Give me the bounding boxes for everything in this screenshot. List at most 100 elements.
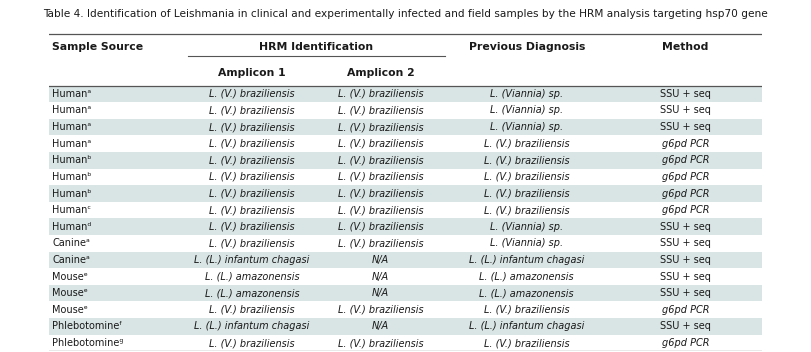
Text: Sample Source: Sample Source	[53, 42, 144, 52]
Text: Humanᵇ: Humanᵇ	[53, 155, 92, 165]
Text: L. (V.) braziliensis: L. (V.) braziliensis	[484, 172, 569, 182]
Bar	[49, 285, 762, 301]
Text: L. (V.) braziliensis: L. (V.) braziliensis	[209, 122, 295, 132]
Bar	[49, 301, 762, 318]
Text: L. (V.) braziliensis: L. (V.) braziliensis	[337, 155, 423, 165]
Text: Mouseᵉ: Mouseᵉ	[53, 305, 88, 315]
Text: g6pd PCR: g6pd PCR	[662, 139, 710, 149]
Bar	[49, 119, 762, 136]
Text: L. (V.) braziliensis: L. (V.) braziliensis	[337, 222, 423, 232]
Text: L. (V.) braziliensis: L. (V.) braziliensis	[209, 172, 295, 182]
Text: L. (V.) braziliensis: L. (V.) braziliensis	[484, 338, 569, 348]
Text: L. (V.) braziliensis: L. (V.) braziliensis	[209, 89, 295, 99]
Text: L. (L.) amazonensis: L. (L.) amazonensis	[479, 288, 574, 298]
Text: Humanᵈ: Humanᵈ	[53, 222, 92, 232]
Bar	[49, 268, 762, 285]
Text: L. (Viannia) sp.: L. (Viannia) sp.	[490, 106, 564, 115]
Text: L. (Viannia) sp.: L. (Viannia) sp.	[490, 122, 564, 132]
Bar	[49, 252, 762, 268]
Text: g6pd PCR: g6pd PCR	[662, 172, 710, 182]
Text: Mouseᵉ: Mouseᵉ	[53, 288, 88, 298]
Text: L. (V.) braziliensis: L. (V.) braziliensis	[337, 139, 423, 149]
Text: N/A: N/A	[372, 271, 389, 282]
Text: SSU + seq: SSU + seq	[660, 288, 711, 298]
Text: L. (L.) infantum chagasi: L. (L.) infantum chagasi	[195, 255, 310, 265]
Text: Humanᶜ: Humanᶜ	[53, 205, 92, 215]
Text: HRM Identification: HRM Identification	[260, 42, 373, 52]
Text: L. (V.) braziliensis: L. (V.) braziliensis	[337, 238, 423, 249]
Text: SSU + seq: SSU + seq	[660, 255, 711, 265]
Text: L. (V.) braziliensis: L. (V.) braziliensis	[209, 139, 295, 149]
Text: L. (L.) infantum chagasi: L. (L.) infantum chagasi	[469, 321, 585, 331]
Text: Phlebotomineᶠ: Phlebotomineᶠ	[53, 321, 122, 331]
Bar	[49, 152, 762, 169]
Text: Humanᵃ: Humanᵃ	[53, 122, 92, 132]
Text: L. (L.) amazonensis: L. (L.) amazonensis	[205, 271, 299, 282]
Text: g6pd PCR: g6pd PCR	[662, 155, 710, 165]
Text: L. (V.) braziliensis: L. (V.) braziliensis	[484, 205, 569, 215]
Text: L. (V.) braziliensis: L. (V.) braziliensis	[337, 106, 423, 115]
Text: SSU + seq: SSU + seq	[660, 222, 711, 232]
Text: L. (V.) braziliensis: L. (V.) braziliensis	[337, 89, 423, 99]
Text: Amplicon 1: Amplicon 1	[218, 68, 286, 78]
Text: L. (V.) braziliensis: L. (V.) braziliensis	[337, 189, 423, 199]
Text: L. (Viannia) sp.: L. (Viannia) sp.	[490, 89, 564, 99]
Text: L. (Viannia) sp.: L. (Viannia) sp.	[490, 238, 564, 249]
Text: L. (V.) braziliensis: L. (V.) braziliensis	[209, 106, 295, 115]
Text: Previous Diagnosis: Previous Diagnosis	[469, 42, 585, 52]
Text: L. (V.) braziliensis: L. (V.) braziliensis	[484, 305, 569, 315]
Text: g6pd PCR: g6pd PCR	[662, 205, 710, 215]
Text: L. (L.) infantum chagasi: L. (L.) infantum chagasi	[469, 255, 585, 265]
Text: N/A: N/A	[372, 288, 389, 298]
Text: g6pd PCR: g6pd PCR	[662, 305, 710, 315]
Text: Humanᵃ: Humanᵃ	[53, 106, 92, 115]
Bar	[49, 185, 762, 202]
Text: L. (V.) braziliensis: L. (V.) braziliensis	[209, 338, 295, 348]
Text: L. (V.) braziliensis: L. (V.) braziliensis	[209, 238, 295, 249]
Bar	[49, 169, 762, 185]
Text: L. (L.) amazonensis: L. (L.) amazonensis	[205, 288, 299, 298]
Text: L. (L.) infantum chagasi: L. (L.) infantum chagasi	[195, 321, 310, 331]
Text: N/A: N/A	[372, 321, 389, 331]
Text: L. (V.) braziliensis: L. (V.) braziliensis	[209, 155, 295, 165]
Text: SSU + seq: SSU + seq	[660, 89, 711, 99]
Bar	[49, 219, 762, 235]
Text: SSU + seq: SSU + seq	[660, 271, 711, 282]
Text: Humanᵇ: Humanᵇ	[53, 172, 92, 182]
Bar	[49, 318, 762, 335]
Text: L. (V.) braziliensis: L. (V.) braziliensis	[337, 305, 423, 315]
Text: L. (V.) braziliensis: L. (V.) braziliensis	[337, 338, 423, 348]
Text: SSU + seq: SSU + seq	[660, 122, 711, 132]
Bar	[49, 202, 762, 219]
Text: L. (L.) amazonensis: L. (L.) amazonensis	[479, 271, 574, 282]
Text: L. (V.) braziliensis: L. (V.) braziliensis	[484, 189, 569, 199]
Text: L. (V.) braziliensis: L. (V.) braziliensis	[209, 305, 295, 315]
Text: Method: Method	[663, 42, 709, 52]
Bar	[49, 34, 762, 86]
Text: Canineᵃ: Canineᵃ	[53, 255, 90, 265]
Bar	[49, 102, 762, 119]
Text: L. (V.) braziliensis: L. (V.) braziliensis	[209, 222, 295, 232]
Bar	[49, 136, 762, 152]
Text: L. (V.) braziliensis: L. (V.) braziliensis	[209, 205, 295, 215]
Text: L. (V.) braziliensis: L. (V.) braziliensis	[484, 139, 569, 149]
Text: Humanᵇ: Humanᵇ	[53, 189, 92, 199]
Text: SSU + seq: SSU + seq	[660, 106, 711, 115]
Text: N/A: N/A	[372, 255, 389, 265]
Text: Humanᵃ: Humanᵃ	[53, 89, 92, 99]
Text: Phlebotomineᵍ: Phlebotomineᵍ	[53, 338, 124, 348]
Text: L. (V.) braziliensis: L. (V.) braziliensis	[337, 205, 423, 215]
Text: Canineᵃ: Canineᵃ	[53, 238, 90, 249]
Text: Table 4. Identification of Leishmania in clinical and experimentally infected an: Table 4. Identification of Leishmania in…	[43, 9, 768, 19]
Text: L. (V.) braziliensis: L. (V.) braziliensis	[337, 122, 423, 132]
Text: SSU + seq: SSU + seq	[660, 238, 711, 249]
Text: Humanᵃ: Humanᵃ	[53, 139, 92, 149]
Text: L. (V.) braziliensis: L. (V.) braziliensis	[484, 155, 569, 165]
Bar	[49, 86, 762, 102]
Text: g6pd PCR: g6pd PCR	[662, 189, 710, 199]
Text: L. (V.) braziliensis: L. (V.) braziliensis	[337, 172, 423, 182]
Bar	[49, 335, 762, 351]
Text: SSU + seq: SSU + seq	[660, 321, 711, 331]
Text: L. (V.) braziliensis: L. (V.) braziliensis	[209, 189, 295, 199]
Text: g6pd PCR: g6pd PCR	[662, 338, 710, 348]
